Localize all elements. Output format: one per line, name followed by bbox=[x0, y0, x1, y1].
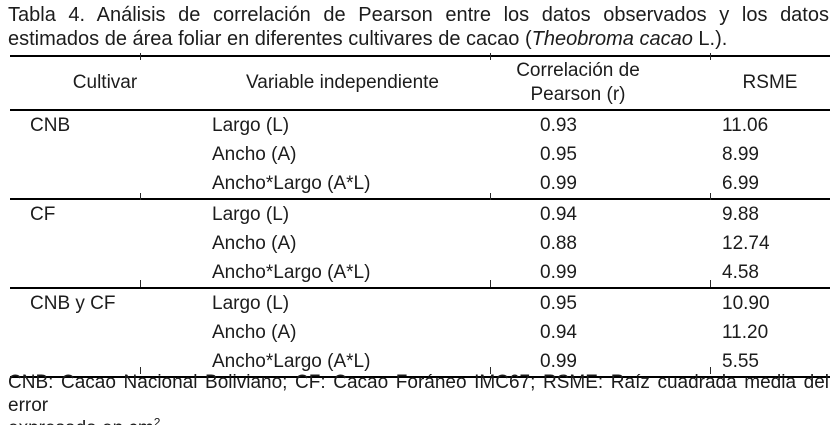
cell-pearson: 0.95 bbox=[540, 143, 577, 165]
cell-border-tick bbox=[490, 193, 491, 200]
table-row: CNB Largo (L) 0.93 11.06 bbox=[10, 110, 830, 140]
table-row: Ancho (A) 0.88 12.74 bbox=[10, 229, 830, 258]
cell-pearson: 0.99 bbox=[490, 347, 710, 378]
caption-line2-suffix: L.). bbox=[692, 28, 728, 50]
cell-pearson: 0.95 bbox=[540, 292, 577, 314]
cell-variable: Ancho (A) bbox=[212, 143, 297, 165]
table-footnote: CNB: Cacao Nacional Boliviano; CF: Cacao… bbox=[8, 371, 829, 425]
cell-pearson: 0.99 bbox=[490, 169, 710, 200]
caption-line-1: Tabla 4. Análisis de correlación de Pear… bbox=[8, 4, 829, 26]
caption-line-2: estimados de área foliar en diferentes c… bbox=[8, 27, 829, 51]
cell-border-tick bbox=[140, 280, 141, 287]
cell-rsme: 8.99 bbox=[722, 143, 759, 165]
data-table: Cultivar Variable independiente Correlac… bbox=[10, 53, 830, 378]
cell-cultivar bbox=[10, 229, 140, 258]
cell-rsme: 9.88 bbox=[722, 203, 759, 225]
header-row: Cultivar Variable independiente Correlac… bbox=[10, 55, 830, 111]
header-rsme: RSME bbox=[710, 55, 830, 111]
cell-cultivar bbox=[10, 169, 140, 200]
cell-variable: Ancho*Largo (A*L) bbox=[140, 347, 490, 378]
table-row: Ancho (A) 0.94 11.20 bbox=[10, 318, 830, 347]
cell-border-tick bbox=[490, 280, 491, 287]
cell-variable: Ancho (A) bbox=[212, 232, 297, 254]
table-row: Ancho*Largo (A*L) 0.99 5.55 bbox=[10, 347, 830, 378]
cell-cultivar bbox=[10, 258, 140, 289]
footnote-line2-text: expresada en cm bbox=[8, 418, 154, 425]
header-pearson-line1: Correlación de bbox=[516, 60, 640, 81]
table-row: CNB y CF Largo (L) 0.95 10.90 bbox=[10, 288, 830, 318]
cell-border-tick bbox=[710, 367, 711, 374]
header-pearson: Correlación de Pearson (r) bbox=[490, 55, 710, 111]
cell-rsme: 11.06 bbox=[722, 114, 769, 136]
cell-rsme: 11.20 bbox=[722, 321, 769, 343]
cell-border-tick bbox=[710, 193, 711, 200]
cell-border-tick bbox=[140, 53, 141, 60]
cell-border-tick bbox=[140, 193, 141, 200]
cell-variable: Largo (L) bbox=[212, 203, 290, 225]
cell-cultivar bbox=[10, 318, 140, 347]
cell-cultivar: CNB y CF bbox=[30, 292, 116, 314]
cell-rsme: 10.90 bbox=[722, 292, 770, 314]
cell-variable: Ancho*Largo (A*L) bbox=[140, 169, 490, 200]
cell-pearson: 0.94 bbox=[540, 321, 577, 343]
header-cultivar: Cultivar bbox=[10, 55, 140, 111]
cell-rsme: 12.74 bbox=[722, 232, 770, 254]
table-row: Ancho*Largo (A*L) 0.99 4.58 bbox=[10, 258, 830, 289]
cell-pearson: 0.94 bbox=[540, 203, 577, 225]
cell-variable: Ancho*Largo (A*L) bbox=[140, 258, 490, 289]
header-pearson-line2: Pearson (r) bbox=[530, 84, 626, 105]
table-caption: Tabla 4. Análisis de correlación de Pear… bbox=[8, 3, 829, 51]
footnote-superscript: 2 bbox=[153, 415, 161, 425]
species-name-italic: Theobroma cacao bbox=[531, 28, 693, 50]
cell-rsme: 6.99 bbox=[710, 169, 830, 200]
cell-cultivar bbox=[10, 140, 140, 169]
cell-pearson: 0.88 bbox=[540, 232, 577, 254]
cell-border-tick bbox=[710, 280, 711, 287]
table-row: Ancho (A) 0.95 8.99 bbox=[10, 140, 830, 169]
header-variable: Variable independiente bbox=[140, 55, 490, 111]
footnote-line-2: expresada en cm2 bbox=[8, 417, 829, 425]
cell-rsme: 5.55 bbox=[710, 347, 830, 378]
cell-border-tick bbox=[490, 367, 491, 374]
cell-variable: Ancho (A) bbox=[212, 321, 297, 343]
caption-line2-prefix: estimados de área foliar en diferentes c… bbox=[8, 28, 532, 50]
cell-border-tick bbox=[710, 53, 711, 60]
cell-variable: Largo (L) bbox=[212, 114, 290, 136]
cell-border-tick bbox=[490, 53, 491, 60]
cell-border-tick bbox=[140, 367, 141, 374]
footnote-line-1: CNB: Cacao Nacional Boliviano; CF: Cacao… bbox=[8, 372, 829, 416]
cell-variable: Largo (L) bbox=[212, 292, 290, 314]
cell-pearson: 0.93 bbox=[540, 114, 577, 136]
table-row: CF Largo (L) 0.94 9.88 bbox=[10, 199, 830, 229]
cell-rsme: 4.58 bbox=[710, 258, 830, 289]
cell-cultivar: CNB bbox=[30, 114, 71, 136]
cell-pearson: 0.99 bbox=[490, 258, 710, 289]
table-row: Ancho*Largo (A*L) 0.99 6.99 bbox=[10, 169, 830, 200]
cell-cultivar: CF bbox=[30, 203, 56, 225]
cell-cultivar bbox=[10, 347, 140, 378]
